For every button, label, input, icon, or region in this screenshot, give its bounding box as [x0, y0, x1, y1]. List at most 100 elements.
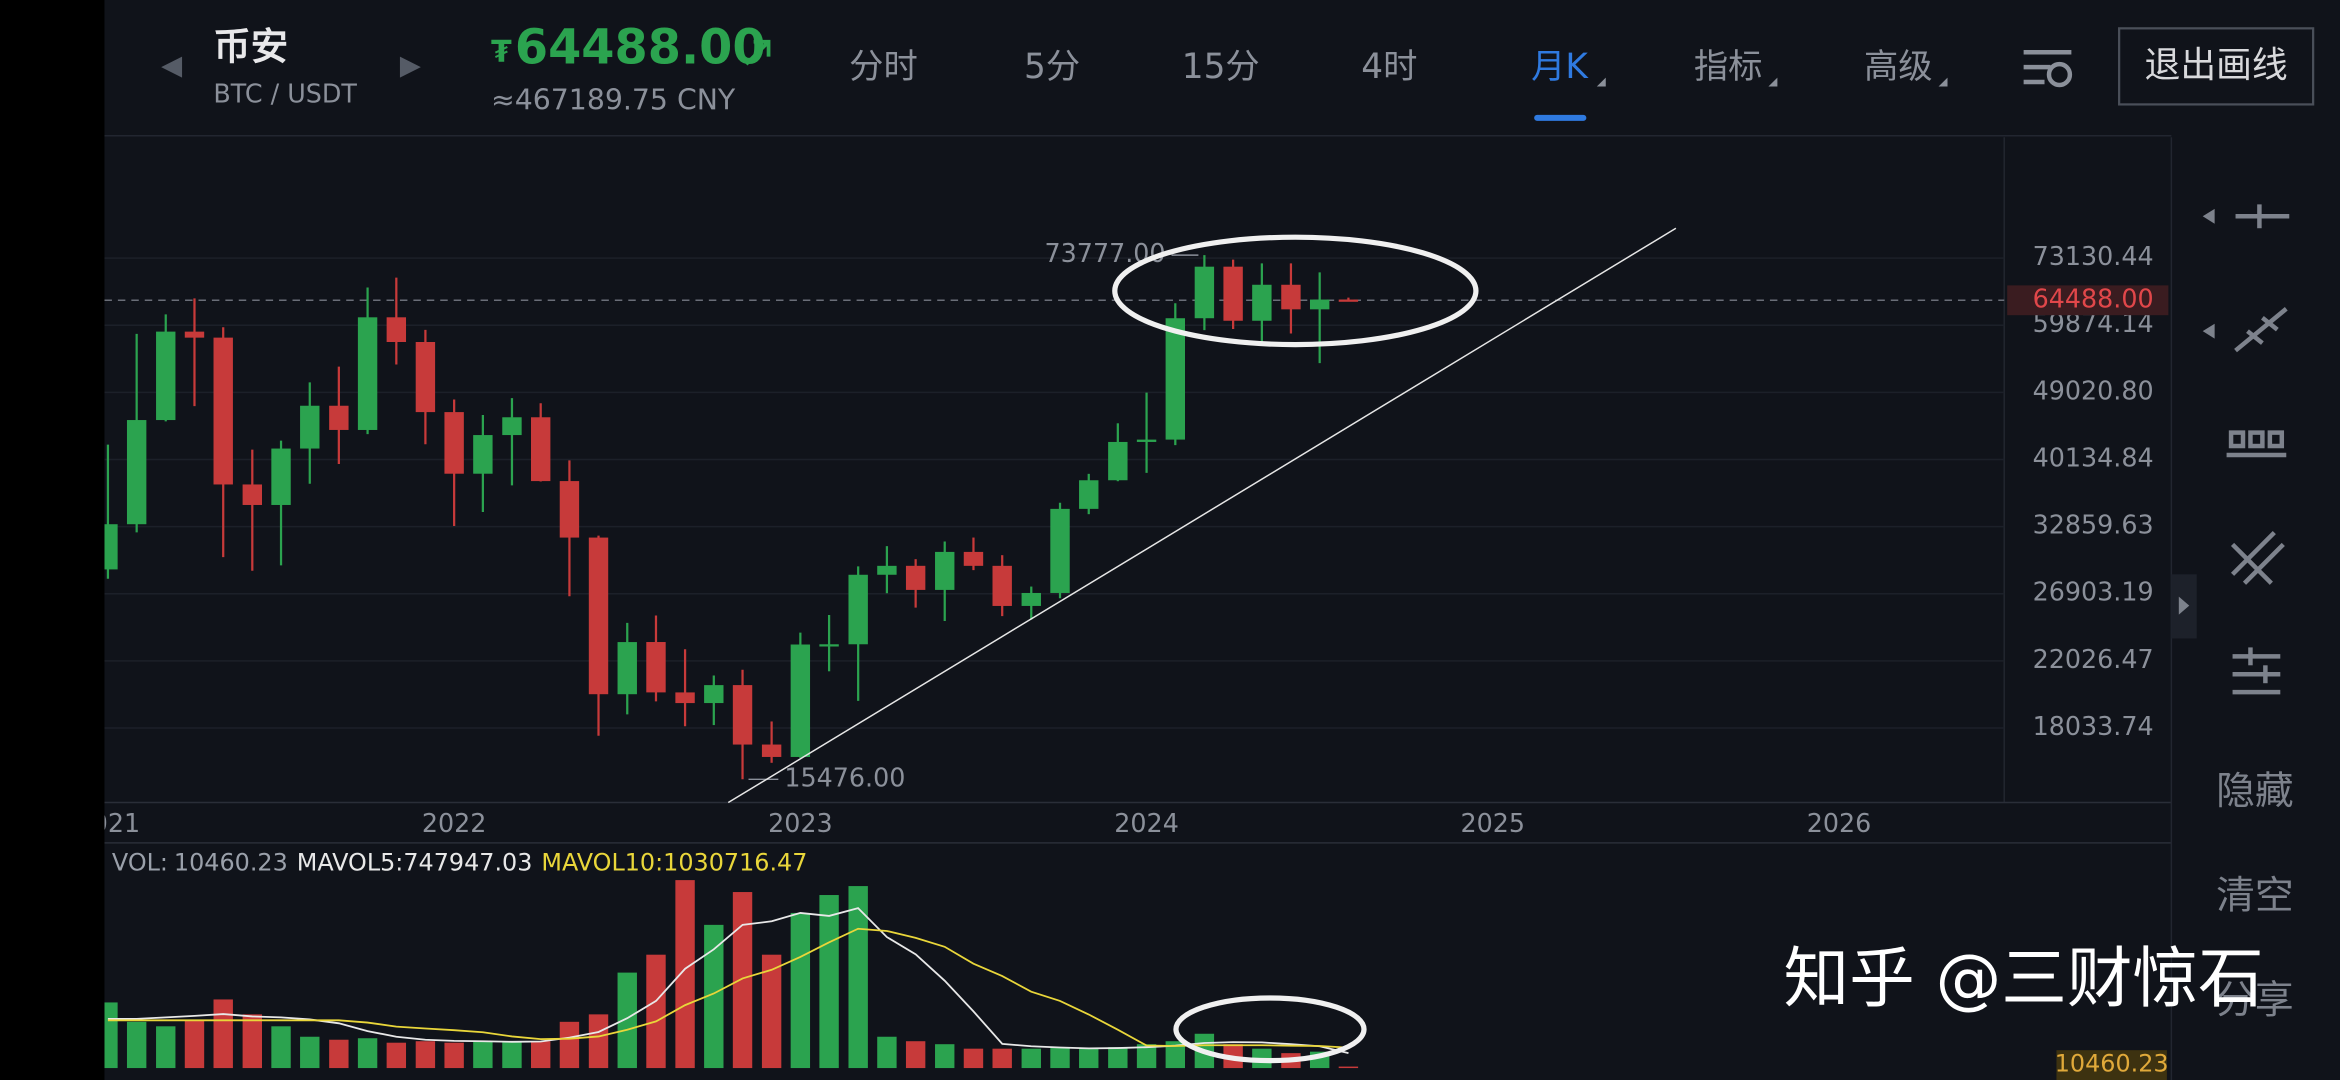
volume-bar	[761, 954, 782, 1069]
system-bar	[0, 0, 105, 1080]
x-tick-label: 2023	[768, 808, 833, 838]
candle-body	[242, 484, 262, 505]
timeframe-tab[interactable]: 月K	[1531, 47, 1589, 87]
tool-expand-marks	[2202, 208, 2215, 339]
timeframe-tab[interactable]: 5分	[1024, 47, 1080, 87]
collapse-arrow	[2178, 596, 2190, 615]
candle-body	[732, 685, 753, 745]
volume-bar	[617, 972, 637, 1069]
volume-bar	[1021, 1048, 1041, 1069]
candle-body	[935, 551, 955, 590]
volume-bar	[329, 1039, 349, 1069]
timeframe-tab[interactable]: 15分	[1182, 47, 1260, 87]
candle-body	[617, 642, 637, 695]
volume-bar	[1136, 1044, 1157, 1069]
parallel-tool[interactable]	[2230, 530, 2285, 585]
legend-label: VOL:	[112, 848, 168, 876]
volume-bar	[732, 892, 753, 1069]
trend-line-drawing[interactable]	[727, 227, 1677, 804]
timeframe-tab[interactable]: 指标	[1694, 47, 1763, 87]
y-tick-label: 49020.80	[2033, 375, 2154, 405]
volume-bar	[357, 1038, 378, 1069]
exit-drawing-button[interactable]	[2118, 27, 2315, 106]
candle-body	[156, 331, 176, 421]
legend-value: 10460.23	[174, 848, 288, 876]
fib-tool[interactable]	[2232, 647, 2281, 695]
volume-bar	[184, 1020, 205, 1069]
ray-tool[interactable]	[2234, 307, 2288, 353]
header-price: 64488.00	[515, 21, 766, 76]
candle-body	[1194, 266, 1215, 319]
candle-body	[588, 537, 609, 695]
timeframe-tab[interactable]: 高级	[1864, 47, 1933, 87]
volume-bar	[444, 1042, 464, 1069]
candle-body	[1338, 299, 1359, 302]
candle-body	[963, 551, 984, 566]
measure-tool[interactable]	[2226, 430, 2287, 458]
candle-body	[848, 574, 868, 645]
sidebar-action[interactable]: 清空	[2216, 874, 2294, 919]
candle-body	[761, 744, 782, 757]
sidebar-action[interactable]: 隐藏	[2216, 769, 2294, 814]
y-tick-label: 32859.63	[2033, 510, 2154, 540]
candle-body	[992, 565, 1012, 606]
volume-bar	[790, 912, 811, 1069]
candle-body	[415, 342, 436, 413]
legend-value: 1030716.47	[663, 848, 807, 876]
dropdown-marks	[1596, 77, 1948, 87]
price-cny: ≈467189.75 CNY	[491, 83, 736, 116]
low-label: 15476.00	[784, 762, 905, 792]
active-tab-underline	[1534, 114, 1587, 121]
volume-bar	[213, 999, 233, 1069]
volume-bar	[473, 1041, 493, 1069]
sidebar-background	[2171, 137, 2340, 1080]
volume-tag	[2056, 1050, 2167, 1080]
x-tick-label: 2025	[1461, 808, 1526, 838]
next-arrow[interactable]	[399, 56, 421, 78]
legend-label: MAVOL5:	[297, 848, 404, 876]
candle-body	[473, 435, 493, 474]
candle-body	[1108, 441, 1128, 481]
candle-body	[184, 331, 205, 338]
prev-arrow[interactable]	[161, 56, 183, 78]
volume-bar	[935, 1044, 955, 1069]
volume-bar	[502, 1041, 522, 1069]
candle-body	[502, 417, 522, 436]
trend-arrow	[744, 39, 771, 66]
mavol-line	[107, 927, 1349, 1049]
candle-body	[271, 448, 291, 505]
volume-bar	[675, 880, 695, 1069]
volume-bar	[992, 1048, 1012, 1069]
candle-body	[1079, 480, 1099, 509]
candle-body	[1050, 508, 1070, 593]
candle-body	[104, 524, 118, 570]
candle-body	[1021, 592, 1041, 606]
timeframe-tab[interactable]: 4时	[1361, 47, 1417, 87]
volume-tag-label: 10460.23	[2055, 1050, 2169, 1078]
volume-bar	[415, 1041, 436, 1069]
highlight-ellipse	[1112, 234, 1479, 348]
volume-bar	[1108, 1047, 1128, 1069]
volume-bar	[848, 886, 868, 1069]
sidebar-action[interactable]: 分享	[2216, 978, 2294, 1023]
pair-name: BTC / USDT	[213, 78, 357, 108]
volume-bar	[156, 1026, 176, 1069]
volume-bar	[1050, 1047, 1070, 1069]
high-label: 73777.00	[1045, 238, 1166, 268]
timeframe-tab[interactable]: 分时	[849, 47, 918, 87]
volume-bar	[1338, 1066, 1359, 1069]
volume-bar	[905, 1041, 926, 1069]
layout-settings-icon[interactable]	[2023, 49, 2073, 88]
last-price-tag	[2007, 285, 2169, 316]
horizontal-line-tool[interactable]	[2235, 204, 2290, 229]
volume-bar	[300, 1036, 320, 1069]
candle-body	[1281, 284, 1301, 310]
volume-bar	[386, 1042, 407, 1069]
candle-body	[1136, 439, 1157, 442]
volume-highlight-ellipse	[1173, 995, 1367, 1064]
x-tick-label: 2021	[76, 808, 141, 838]
candle-body	[1309, 299, 1330, 310]
volume-bar	[530, 1041, 551, 1069]
